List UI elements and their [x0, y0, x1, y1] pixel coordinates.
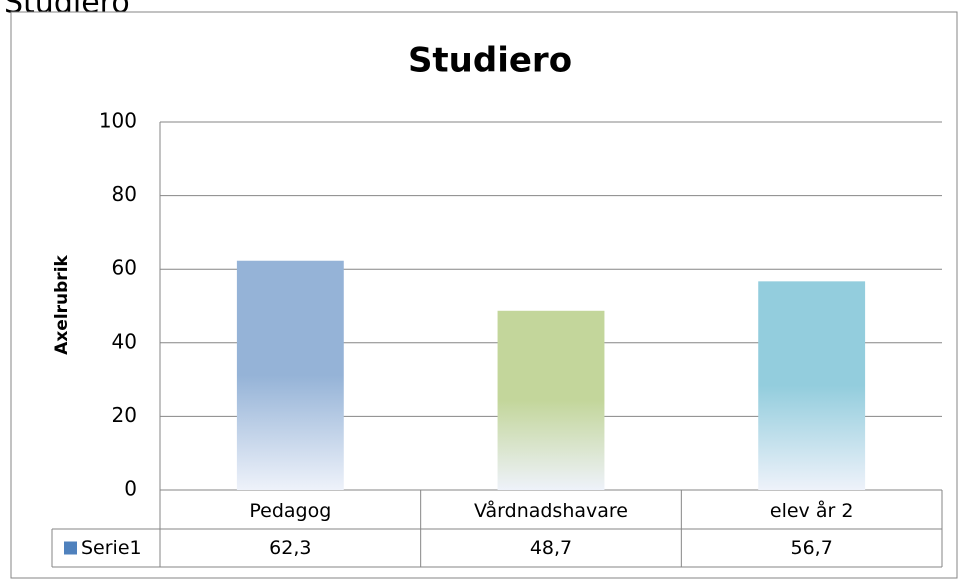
chart-title: Studiero — [408, 41, 572, 81]
legend-key — [64, 541, 77, 555]
bar — [236, 260, 344, 490]
y-tick-label: 0 — [124, 477, 137, 501]
y-tick-label: 100 — [99, 109, 137, 133]
bar — [497, 310, 605, 490]
bar — [758, 281, 866, 490]
legend-label: Serie1 — [81, 537, 142, 559]
y-tick-label: 80 — [112, 182, 137, 206]
table-value: 62,3 — [269, 537, 311, 559]
x-tick-label: Vårdnadshavare — [474, 499, 628, 522]
table-value: 56,7 — [791, 537, 833, 559]
x-tick-label: elev år 2 — [770, 499, 854, 522]
y-axis-label: Axelrubrik — [52, 254, 72, 354]
y-tick-label: 60 — [112, 256, 137, 280]
y-tick-label: 20 — [112, 403, 137, 427]
table-value: 48,7 — [530, 537, 572, 559]
y-tick-label: 40 — [112, 329, 137, 353]
x-tick-label: Pedagog — [249, 500, 331, 522]
